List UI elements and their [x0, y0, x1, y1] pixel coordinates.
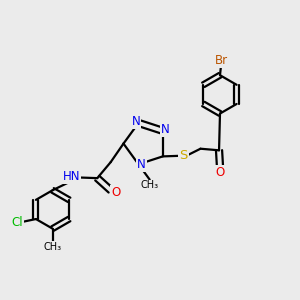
- Text: CH₃: CH₃: [141, 180, 159, 190]
- Text: O: O: [111, 186, 120, 199]
- Text: Cl: Cl: [12, 216, 23, 229]
- Text: HN: HN: [63, 170, 80, 183]
- Text: O: O: [215, 166, 225, 179]
- Text: S: S: [179, 149, 188, 162]
- Text: Br: Br: [215, 54, 228, 67]
- Text: N: N: [132, 115, 140, 128]
- Text: N: N: [161, 123, 170, 136]
- Text: CH₃: CH₃: [44, 242, 62, 251]
- Text: N: N: [137, 158, 146, 171]
